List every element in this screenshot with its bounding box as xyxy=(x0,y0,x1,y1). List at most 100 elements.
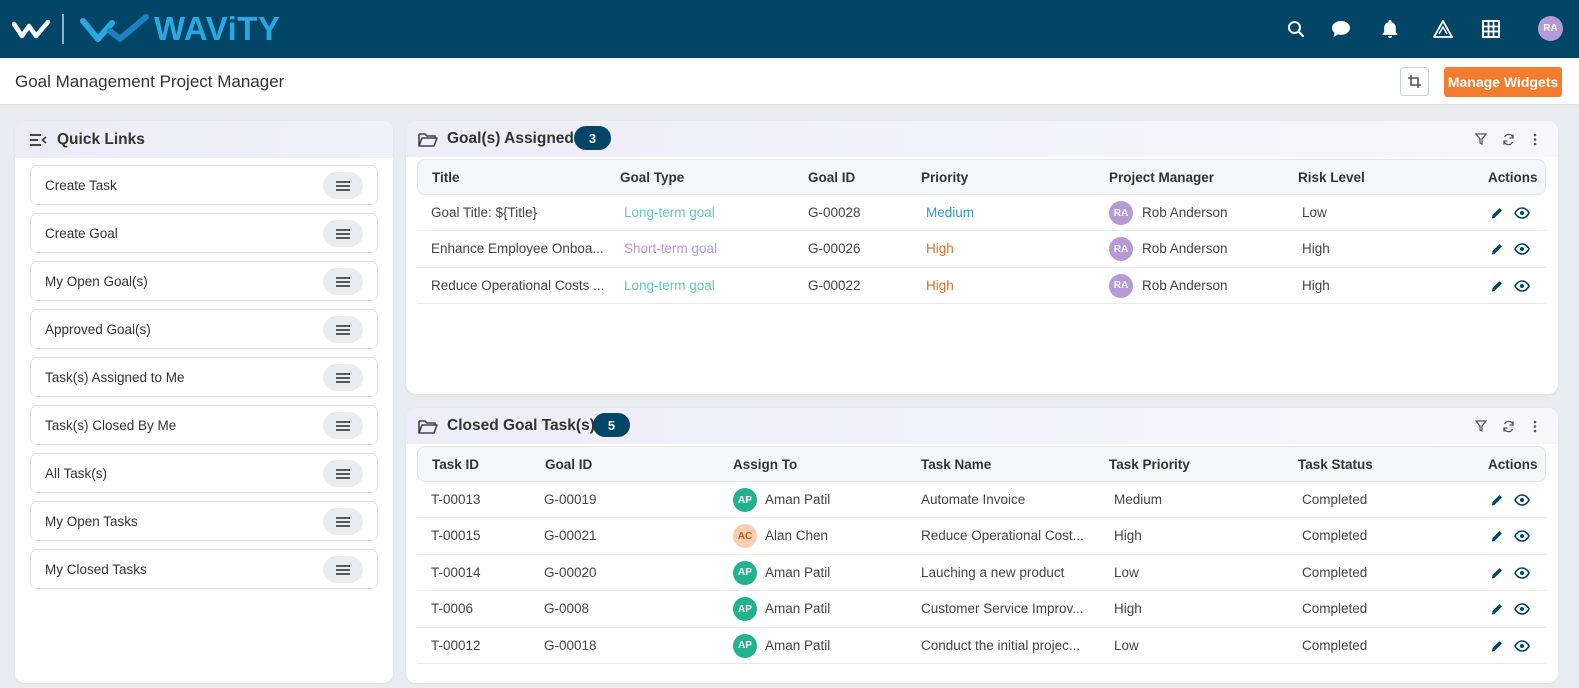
hamburger-menu-icon[interactable] xyxy=(323,556,363,583)
view-icon[interactable] xyxy=(1514,493,1530,507)
manage-widgets-button[interactable]: Manage Widgets xyxy=(1444,67,1562,97)
column-header[interactable]: Task Name xyxy=(921,457,992,472)
view-icon[interactable] xyxy=(1514,279,1530,293)
hamburger-menu-icon[interactable] xyxy=(323,268,363,295)
task-status-cell: Completed xyxy=(1302,637,1368,653)
filter-icon[interactable] xyxy=(1474,419,1488,433)
edit-icon[interactable] xyxy=(1490,529,1504,543)
project-manager-cell: Rob Anderson xyxy=(1142,205,1228,220)
edit-icon[interactable] xyxy=(1490,242,1504,256)
column-header[interactable]: Project Manager xyxy=(1109,170,1215,185)
quick-link-item[interactable]: Task(s) Assigned to Me xyxy=(30,357,378,397)
column-header[interactable]: Assign To xyxy=(733,457,798,472)
edit-icon[interactable] xyxy=(1490,279,1504,293)
goal-id-cell: G-00020 xyxy=(544,564,597,580)
filter-icon[interactable] xyxy=(1474,132,1488,146)
column-header[interactable]: Title xyxy=(432,170,460,185)
view-icon[interactable] xyxy=(1514,529,1530,543)
view-icon[interactable] xyxy=(1514,242,1530,256)
goals-assigned-title: Goal(s) Assigned xyxy=(447,130,574,147)
view-icon[interactable] xyxy=(1514,639,1530,653)
quick-link-item[interactable]: Task(s) Closed By Me xyxy=(30,405,378,445)
view-icon[interactable] xyxy=(1514,566,1530,580)
goal-id-cell: G-00019 xyxy=(544,492,597,507)
search-icon[interactable] xyxy=(1283,16,1309,42)
table-row: Reduce Operational Costs ... Long-term go… xyxy=(417,268,1546,305)
hamburger-menu-icon[interactable] xyxy=(323,508,363,535)
quick-links-title: Quick Links xyxy=(57,130,145,148)
edit-icon[interactable] xyxy=(1490,602,1504,616)
avatar: AP xyxy=(733,488,757,512)
task-status-cell: Completed xyxy=(1302,564,1368,580)
hamburger-menu-icon[interactable] xyxy=(323,460,363,487)
assignee-cell: Aman Patil xyxy=(765,564,831,580)
edit-icon[interactable] xyxy=(1490,639,1504,653)
quick-link-label: Task(s) Assigned to Me xyxy=(45,369,185,385)
quick-link-item[interactable]: All Task(s) xyxy=(30,453,378,493)
quick-link-item[interactable]: My Closed Tasks xyxy=(30,549,378,589)
goal-title-cell[interactable]: Enhance Employee Onboa... xyxy=(431,241,604,257)
hamburger-menu-icon[interactable] xyxy=(323,172,363,199)
quick-link-item[interactable]: Create Goal xyxy=(30,213,378,253)
edit-icon[interactable] xyxy=(1490,566,1504,580)
wavity-mark-icon[interactable] xyxy=(12,16,52,42)
task-id-cell[interactable]: T-00012 xyxy=(431,637,481,653)
closed-tasks-panel: Closed Goal Task(s) 5 Task ID Goal ID As… xyxy=(406,408,1558,683)
edit-icon[interactable] xyxy=(1490,206,1504,220)
grid-icon[interactable] xyxy=(1478,16,1504,42)
refresh-icon[interactable] xyxy=(1501,132,1515,146)
goal-id-cell: G-00018 xyxy=(544,637,597,653)
column-header[interactable]: Task ID xyxy=(432,457,480,472)
goal-title-cell[interactable]: Goal Title: ${Title} xyxy=(431,205,538,220)
column-header: Actions xyxy=(1488,457,1538,472)
task-priority-cell: Medium xyxy=(1114,492,1163,507)
quick-links-header: Quick Links xyxy=(15,121,393,158)
refresh-icon[interactable] xyxy=(1501,419,1515,433)
more-options-icon[interactable] xyxy=(1528,132,1542,146)
closed-tasks-title: Closed Goal Task(s) xyxy=(447,417,595,434)
column-header[interactable]: Goal Type xyxy=(620,170,685,185)
goal-id-cell: G-00028 xyxy=(808,205,861,220)
menu-collapse-icon[interactable] xyxy=(29,133,47,147)
column-header: Actions xyxy=(1488,170,1538,185)
quick-link-label: Create Goal xyxy=(45,225,118,241)
crop-button[interactable] xyxy=(1400,67,1429,96)
assignee-cell: Aman Patil xyxy=(765,637,831,653)
quick-link-item[interactable]: My Open Tasks xyxy=(30,501,378,541)
goal-title-cell[interactable]: Reduce Operational Costs ... xyxy=(431,277,605,293)
view-icon[interactable] xyxy=(1514,206,1530,220)
task-id-cell[interactable]: T-00014 xyxy=(431,564,481,580)
hamburger-menu-icon[interactable] xyxy=(323,220,363,247)
folder-open-icon xyxy=(418,133,438,147)
view-icon[interactable] xyxy=(1514,602,1530,616)
quick-link-label: My Closed Tasks xyxy=(45,561,147,577)
priority-cell: High xyxy=(926,277,954,293)
quick-link-item[interactable]: Approved Goal(s) xyxy=(30,309,378,349)
column-header[interactable]: Risk Level xyxy=(1298,170,1365,185)
column-header[interactable]: Priority xyxy=(921,170,969,185)
edit-icon[interactable] xyxy=(1490,493,1504,507)
column-header[interactable]: Task Status xyxy=(1298,457,1373,472)
quick-link-item[interactable]: My Open Goal(s) xyxy=(30,261,378,301)
more-options-icon[interactable] xyxy=(1528,419,1542,433)
column-header[interactable]: Goal ID xyxy=(808,170,856,185)
user-avatar[interactable]: RA xyxy=(1538,16,1563,41)
goals-assigned-panel: Goal(s) Assigned 3 Title Goal Type Goal … xyxy=(406,121,1558,394)
quick-link-item[interactable]: Create Task xyxy=(30,165,378,205)
task-status-cell: Completed xyxy=(1302,492,1368,507)
avatar: AP xyxy=(733,560,757,585)
task-id-cell[interactable]: T-00013 xyxy=(431,492,481,507)
hamburger-menu-icon[interactable] xyxy=(323,412,363,439)
alert-triangle-icon[interactable] xyxy=(1430,16,1456,42)
task-id-cell[interactable]: T-00015 xyxy=(431,528,481,544)
bell-icon[interactable] xyxy=(1377,16,1403,42)
column-header[interactable]: Goal ID xyxy=(545,457,593,472)
column-header[interactable]: Task Priority xyxy=(1109,457,1190,472)
task-id-cell[interactable]: T-0006 xyxy=(431,601,474,617)
hamburger-menu-icon[interactable] xyxy=(323,316,363,343)
closed-tasks-header: Closed Goal Task(s) 5 xyxy=(406,408,1558,444)
chat-icon[interactable] xyxy=(1328,16,1354,42)
task-name-cell: Lauching a new product xyxy=(921,564,1065,580)
quick-links-panel: Quick Links Create Task Create Goal My Ope… xyxy=(15,121,393,683)
hamburger-menu-icon[interactable] xyxy=(323,364,363,391)
